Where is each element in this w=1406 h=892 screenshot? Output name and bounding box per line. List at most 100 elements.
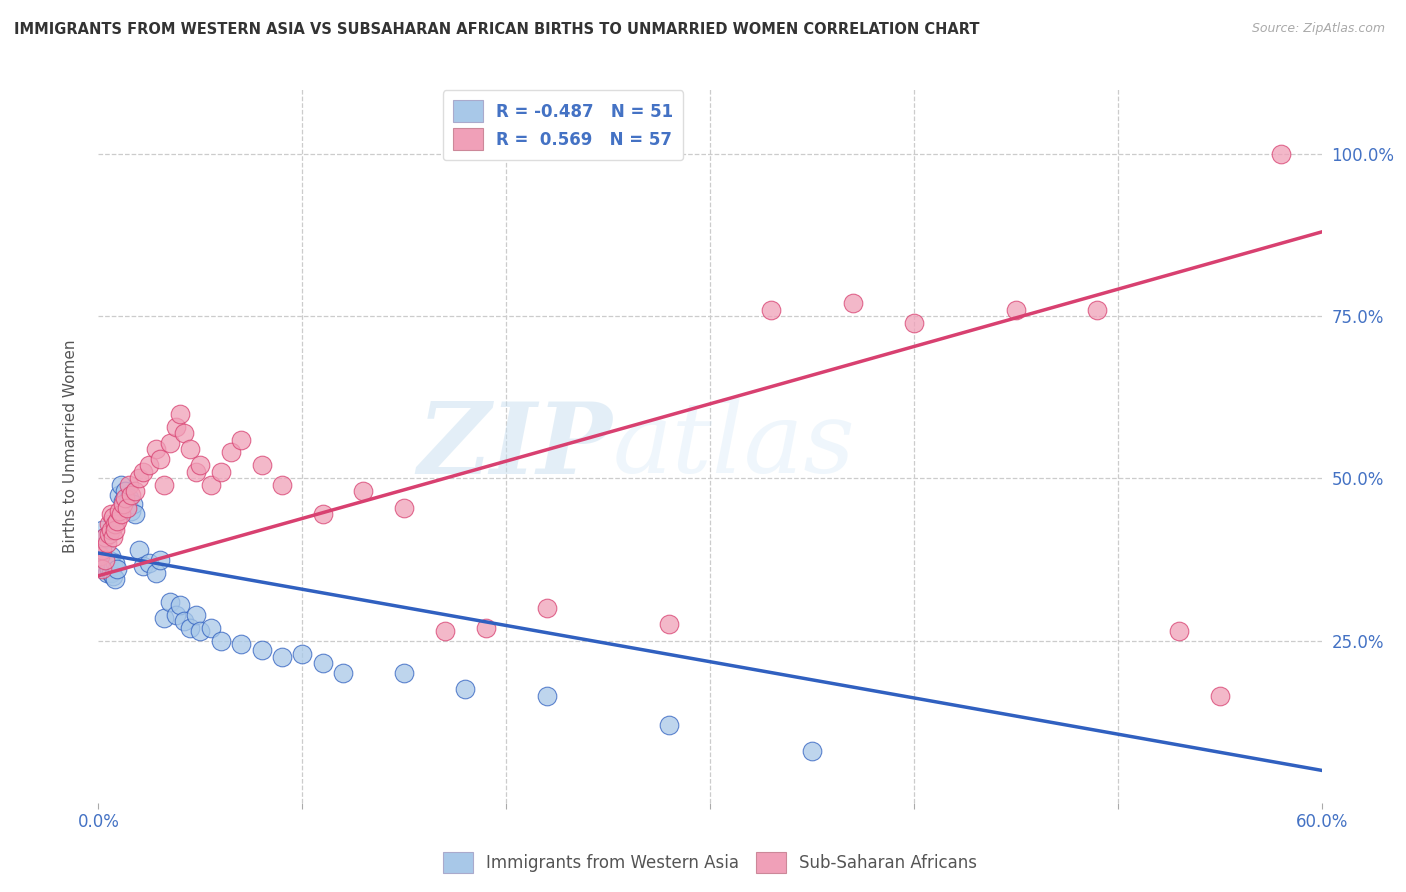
- Point: [108, 488, 131, 502]
- Point: [132, 465, 155, 479]
- Point: [110, 507, 132, 521]
- Point: [101, 510, 124, 524]
- Point: [91, 542, 114, 557]
- Point: [474, 621, 498, 635]
- Point: [270, 649, 294, 664]
- Point: [104, 524, 127, 538]
- Point: [149, 552, 172, 566]
- Point: [114, 484, 136, 499]
- Point: [120, 488, 142, 502]
- Point: [434, 624, 457, 638]
- Point: [93, 530, 115, 544]
- Text: atlas: atlas: [612, 399, 855, 493]
- Point: [104, 572, 127, 586]
- Point: [93, 530, 115, 544]
- Point: [97, 552, 120, 566]
- Point: [392, 500, 416, 515]
- Point: [352, 484, 374, 499]
- Point: [152, 611, 174, 625]
- Point: [173, 614, 195, 628]
- Point: [105, 514, 128, 528]
- Point: [173, 425, 195, 440]
- Point: [93, 562, 115, 576]
- Point: [1167, 624, 1189, 638]
- Point: [1085, 302, 1108, 317]
- Point: [138, 556, 160, 570]
- Point: [536, 689, 558, 703]
- Point: [1209, 689, 1232, 703]
- Point: [145, 566, 167, 580]
- Point: [124, 484, 146, 499]
- Point: [114, 491, 136, 505]
- Point: [100, 549, 122, 564]
- Point: [159, 595, 181, 609]
- Point: [209, 633, 232, 648]
- Point: [115, 500, 138, 515]
- Point: [97, 516, 120, 531]
- Point: [100, 507, 122, 521]
- Point: [169, 407, 191, 421]
- Point: [110, 478, 132, 492]
- Text: IMMIGRANTS FROM WESTERN ASIA VS SUBSAHARAN AFRICAN BIRTHS TO UNMARRIED WOMEN COR: IMMIGRANTS FROM WESTERN ASIA VS SUBSAHAR…: [14, 22, 980, 37]
- Point: [104, 516, 127, 531]
- Point: [105, 562, 128, 576]
- Point: [312, 507, 335, 521]
- Point: [152, 478, 174, 492]
- Point: [97, 526, 120, 541]
- Point: [97, 562, 120, 576]
- Point: [165, 419, 187, 434]
- Point: [658, 617, 681, 632]
- Point: [128, 542, 150, 557]
- Point: [91, 524, 114, 538]
- Point: [188, 458, 212, 473]
- Point: [101, 559, 124, 574]
- Point: [118, 491, 141, 505]
- Point: [149, 452, 172, 467]
- Point: [132, 559, 155, 574]
- Point: [312, 657, 335, 671]
- Point: [89, 542, 111, 557]
- Point: [111, 494, 134, 508]
- Point: [89, 549, 111, 564]
- Point: [179, 442, 201, 457]
- Point: [100, 524, 122, 538]
- Point: [270, 478, 294, 492]
- Point: [200, 621, 222, 635]
- Point: [118, 478, 141, 492]
- Point: [145, 442, 167, 457]
- Point: [1270, 147, 1292, 161]
- Point: [536, 601, 558, 615]
- Point: [104, 556, 127, 570]
- Point: [454, 682, 477, 697]
- Point: [188, 624, 212, 638]
- Point: [100, 566, 122, 580]
- Point: [108, 504, 131, 518]
- Point: [101, 530, 124, 544]
- Point: [392, 666, 416, 681]
- Point: [250, 458, 273, 473]
- Point: [111, 497, 134, 511]
- Point: [165, 607, 187, 622]
- Point: [801, 744, 824, 758]
- Point: [186, 465, 208, 479]
- Point: [1004, 302, 1026, 317]
- Legend: Immigrants from Western Asia, Sub-Saharan Africans: Immigrants from Western Asia, Sub-Sahara…: [436, 846, 984, 880]
- Point: [219, 445, 242, 459]
- Point: [209, 465, 232, 479]
- Point: [186, 607, 208, 622]
- Point: [115, 500, 138, 515]
- Point: [169, 598, 191, 612]
- Point: [332, 666, 354, 681]
- Point: [96, 556, 118, 570]
- Point: [200, 478, 222, 492]
- Point: [231, 433, 253, 447]
- Point: [903, 316, 925, 330]
- Point: [291, 647, 314, 661]
- Point: [179, 621, 201, 635]
- Point: [91, 549, 114, 564]
- Point: [96, 536, 118, 550]
- Point: [231, 637, 253, 651]
- Point: [101, 568, 124, 582]
- Point: [761, 302, 783, 317]
- Point: [128, 471, 150, 485]
